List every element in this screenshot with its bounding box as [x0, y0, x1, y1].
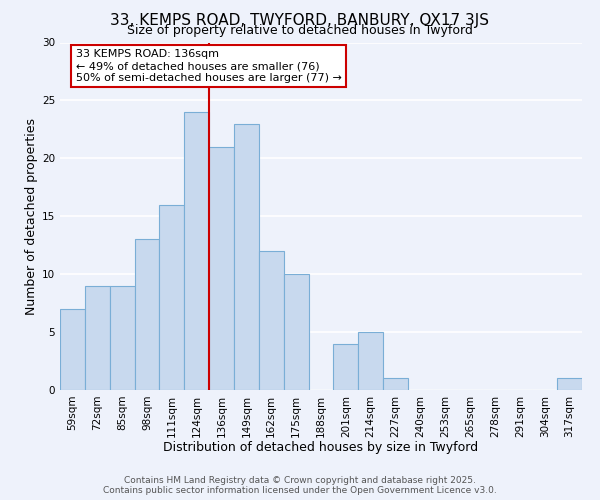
Bar: [557, 378, 582, 390]
Text: 33, KEMPS ROAD, TWYFORD, BANBURY, OX17 3JS: 33, KEMPS ROAD, TWYFORD, BANBURY, OX17 3…: [110, 12, 490, 28]
Bar: [284, 274, 308, 390]
Bar: [160, 204, 184, 390]
Bar: [110, 286, 134, 390]
Text: Size of property relative to detached houses in Twyford: Size of property relative to detached ho…: [127, 24, 473, 37]
Y-axis label: Number of detached properties: Number of detached properties: [25, 118, 38, 315]
Bar: [358, 332, 383, 390]
Bar: [383, 378, 408, 390]
Bar: [85, 286, 110, 390]
Bar: [134, 240, 160, 390]
Bar: [234, 124, 259, 390]
Bar: [209, 147, 234, 390]
Bar: [259, 251, 284, 390]
Text: 33 KEMPS ROAD: 136sqm
← 49% of detached houses are smaller (76)
50% of semi-deta: 33 KEMPS ROAD: 136sqm ← 49% of detached …: [76, 50, 341, 82]
Bar: [334, 344, 358, 390]
Text: Contains HM Land Registry data © Crown copyright and database right 2025.
Contai: Contains HM Land Registry data © Crown c…: [103, 476, 497, 495]
Bar: [60, 309, 85, 390]
X-axis label: Distribution of detached houses by size in Twyford: Distribution of detached houses by size …: [163, 441, 479, 454]
Bar: [184, 112, 209, 390]
